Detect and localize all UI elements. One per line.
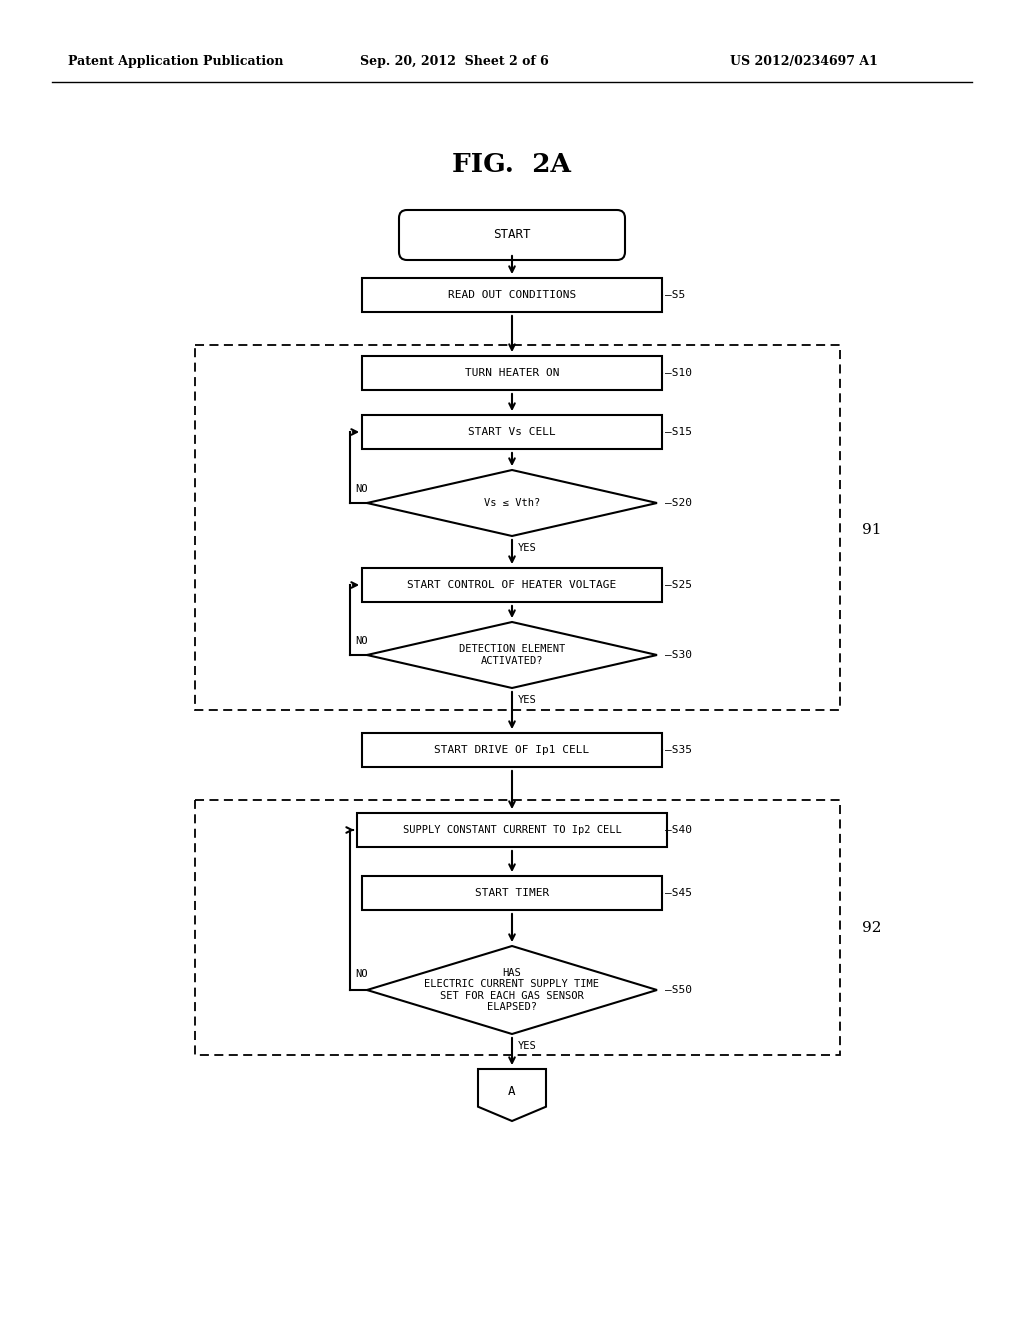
- Text: FIG.  2A: FIG. 2A: [453, 153, 571, 177]
- Text: —S50: —S50: [665, 985, 692, 995]
- Text: START TIMER: START TIMER: [475, 888, 549, 898]
- Polygon shape: [367, 470, 657, 536]
- Text: 92: 92: [862, 921, 882, 935]
- Text: 91: 91: [862, 523, 882, 537]
- Text: YES: YES: [518, 1041, 537, 1051]
- Text: —S20: —S20: [665, 498, 692, 508]
- Text: TURN HEATER ON: TURN HEATER ON: [465, 368, 559, 378]
- FancyBboxPatch shape: [357, 813, 667, 847]
- Text: —S45: —S45: [665, 888, 692, 898]
- FancyBboxPatch shape: [399, 210, 625, 260]
- FancyBboxPatch shape: [362, 876, 662, 909]
- Text: START CONTROL OF HEATER VOLTAGE: START CONTROL OF HEATER VOLTAGE: [408, 579, 616, 590]
- Text: NO: NO: [355, 969, 368, 979]
- Text: —S15: —S15: [665, 426, 692, 437]
- Text: READ OUT CONDITIONS: READ OUT CONDITIONS: [447, 290, 577, 300]
- Text: US 2012/0234697 A1: US 2012/0234697 A1: [730, 55, 878, 69]
- Text: Vs ≤ Vth?: Vs ≤ Vth?: [484, 498, 540, 508]
- Text: NO: NO: [355, 636, 368, 645]
- Polygon shape: [367, 946, 657, 1034]
- Text: —S10: —S10: [665, 368, 692, 378]
- Text: —S40: —S40: [665, 825, 692, 836]
- Polygon shape: [367, 622, 657, 688]
- Text: —S25: —S25: [665, 579, 692, 590]
- Text: —S35: —S35: [665, 744, 692, 755]
- FancyBboxPatch shape: [362, 568, 662, 602]
- Text: YES: YES: [518, 543, 537, 553]
- Text: —S5: —S5: [665, 290, 685, 300]
- Text: SUPPLY CONSTANT CURRENT TO Ip2 CELL: SUPPLY CONSTANT CURRENT TO Ip2 CELL: [402, 825, 622, 836]
- Text: DETECTION ELEMENT
ACTIVATED?: DETECTION ELEMENT ACTIVATED?: [459, 644, 565, 665]
- FancyBboxPatch shape: [362, 279, 662, 312]
- FancyBboxPatch shape: [362, 414, 662, 449]
- Text: HAS
ELECTRIC CURRENT SUPPLY TIME
SET FOR EACH GAS SENSOR
ELAPSED?: HAS ELECTRIC CURRENT SUPPLY TIME SET FOR…: [425, 968, 599, 1012]
- FancyBboxPatch shape: [362, 356, 662, 389]
- Text: START DRIVE OF Ip1 CELL: START DRIVE OF Ip1 CELL: [434, 744, 590, 755]
- FancyBboxPatch shape: [362, 733, 662, 767]
- Text: START: START: [494, 228, 530, 242]
- Text: Sep. 20, 2012  Sheet 2 of 6: Sep. 20, 2012 Sheet 2 of 6: [360, 55, 549, 69]
- Text: YES: YES: [518, 696, 537, 705]
- Text: Patent Application Publication: Patent Application Publication: [68, 55, 284, 69]
- Text: —S30: —S30: [665, 649, 692, 660]
- Text: START Vs CELL: START Vs CELL: [468, 426, 556, 437]
- Text: NO: NO: [355, 484, 368, 494]
- Text: A: A: [508, 1085, 516, 1098]
- Polygon shape: [478, 1069, 546, 1121]
